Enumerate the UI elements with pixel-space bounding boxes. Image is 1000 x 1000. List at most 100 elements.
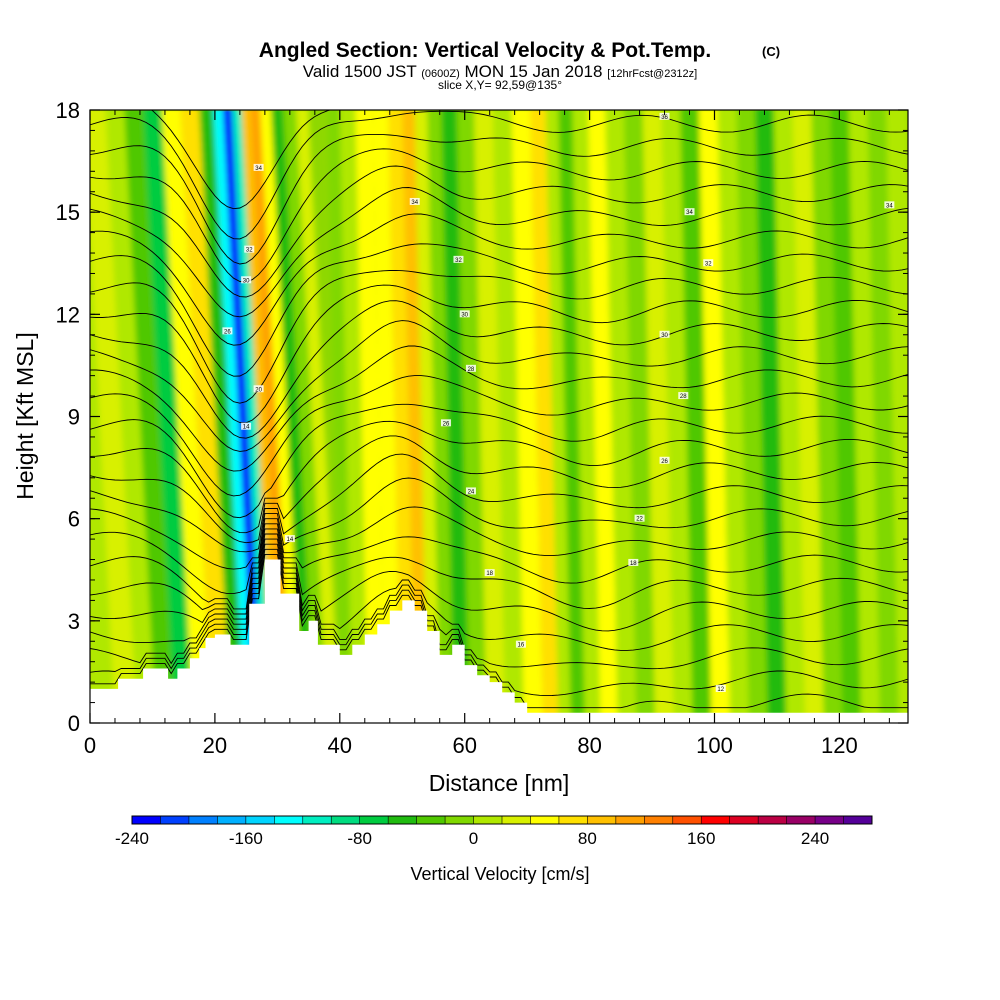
colorbar-swatch [701, 816, 731, 824]
theta-label-bg [484, 569, 495, 577]
theta-label: 36 [661, 115, 668, 121]
velocity-band [372, 110, 401, 723]
velocity-band [388, 110, 415, 723]
y-axis-label: Height [Kft MSL] [12, 332, 38, 499]
valid-d: [12hrFcst@2312z] [607, 68, 697, 80]
theta-label-bg [678, 392, 689, 400]
velocity-band [530, 110, 559, 723]
theta-label: 26 [443, 421, 450, 427]
colorbar-swatch [587, 816, 617, 824]
velocity-band [90, 110, 137, 723]
colorbar-tick-label: -240 [115, 829, 149, 848]
terrain [90, 559, 908, 723]
theta-label-bg [222, 327, 233, 335]
theta-contour [90, 110, 908, 240]
theta-label: 18 [630, 561, 637, 567]
y-tick-label: 0 [68, 711, 80, 736]
colorbar-swatch [502, 816, 531, 824]
theta-label-bg [884, 201, 895, 209]
colorbar-swatch [445, 816, 475, 824]
colorbar-swatch [331, 816, 361, 824]
theta-contour [90, 453, 908, 553]
theta-label: 24 [468, 489, 475, 495]
valid-b: (0600Z) [421, 68, 460, 80]
theta-label: 34 [255, 166, 262, 172]
velocity-band [213, 110, 254, 723]
x-tick-label: 80 [577, 733, 601, 758]
theta-label: 22 [636, 517, 643, 523]
velocity-band [283, 110, 328, 723]
theta-contour [90, 533, 908, 632]
colorbar-swatch [132, 816, 161, 824]
theta-contour [90, 345, 908, 472]
velocity-band [105, 110, 156, 723]
y-tick-label: 6 [68, 507, 80, 532]
colorbar-swatch [188, 816, 218, 824]
theta-label: 14 [286, 537, 293, 543]
colorbar-swatch [758, 816, 788, 824]
theta-contour [90, 320, 908, 452]
colorbar: -240 -160 -80 0 80 160 240 [115, 815, 873, 848]
colorbar-label: Vertical Velocity [cm/s] [410, 864, 589, 884]
theta-contour [90, 243, 908, 377]
colorbar-swatch [815, 816, 845, 824]
theta-label: 28 [680, 394, 687, 400]
colorbar-swatch [530, 816, 560, 824]
theta-label-bg [453, 255, 464, 263]
theta-contour [90, 284, 908, 424]
theta-contour [90, 403, 908, 519]
valid-c: MON 15 Jan 2018 [464, 62, 602, 81]
theta-label-bg [684, 208, 695, 216]
theta-label: 20 [255, 387, 262, 393]
velocity-band [588, 110, 618, 723]
velocity-band [161, 110, 212, 723]
theta-label: 30 [243, 278, 250, 284]
theta-label: 30 [661, 333, 668, 339]
theta-label-bg [659, 456, 670, 464]
colorbar-tick-label: 160 [687, 829, 715, 848]
x-axis-label: Distance [nm] [429, 770, 570, 796]
velocity-band [271, 110, 315, 723]
velocity-band [124, 110, 175, 723]
velocity-band [355, 110, 386, 723]
x-tick-label: 120 [821, 733, 858, 758]
velocity-band [441, 110, 470, 723]
theta-label: 28 [468, 367, 475, 373]
velocity-band [474, 110, 506, 723]
velocity-band [90, 232, 115, 723]
theta-label: 18 [486, 571, 493, 577]
theta-label-bg [659, 112, 670, 120]
velocity-band [222, 110, 264, 723]
velocity-band [414, 110, 440, 723]
velocity-band [867, 110, 899, 723]
theta-label: 32 [246, 248, 253, 254]
theta-contour [90, 269, 908, 404]
theta-label: 34 [886, 203, 893, 209]
colorbar-swatch [473, 816, 503, 824]
theta-contour [90, 523, 908, 610]
velocity-band [755, 110, 787, 723]
theta-contour [90, 133, 908, 265]
colorbar-swatch [359, 816, 389, 824]
theta-label: 30 [461, 312, 468, 318]
theta-label-bg [241, 422, 252, 430]
velocity-band [830, 110, 862, 723]
theta-label-bg [659, 330, 670, 338]
velocity-band [680, 110, 712, 723]
theta-contour [90, 548, 908, 697]
theta-label-bg [515, 640, 526, 648]
colorbar-swatch [160, 816, 190, 824]
velocity-band [886, 110, 908, 723]
colorbar-tick-label: 240 [801, 829, 829, 848]
y-tick-label: 9 [68, 405, 80, 430]
theta-label: 34 [411, 200, 418, 206]
theta-contour [90, 375, 908, 497]
theta-contour-labels: 34 32 30 26 20 14 14 34 32 30 28 26 24 18 16 36 34 32 30 28… [222, 112, 895, 693]
theta-label-bg [634, 514, 645, 522]
velocity-band [558, 110, 585, 723]
velocity-band [572, 110, 601, 723]
velocity-band [605, 110, 637, 723]
x-tick-label: 60 [452, 733, 476, 758]
theta-contour [90, 435, 908, 544]
